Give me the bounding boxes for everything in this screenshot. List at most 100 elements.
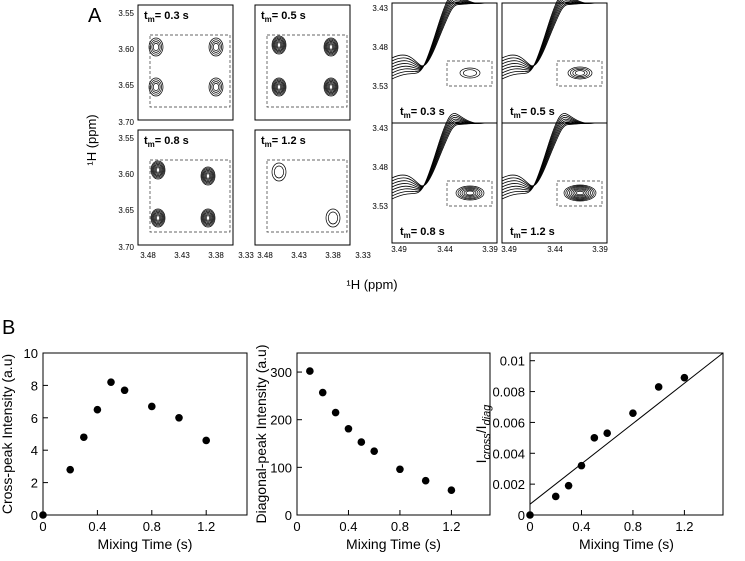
contour	[200, 166, 216, 186]
contour	[150, 79, 162, 95]
contour	[326, 81, 336, 93]
tm-subscript: m	[404, 231, 411, 240]
data-point	[680, 373, 689, 382]
region-box	[446, 180, 493, 207]
diagonal-contour	[501, 2, 583, 67]
label-subscript: diag	[481, 404, 493, 426]
contour	[151, 41, 161, 53]
data-point	[93, 405, 102, 414]
contour	[327, 42, 335, 52]
data-point	[148, 402, 156, 411]
spectrum-frame	[254, 129, 351, 246]
mixing-time-label: tm= 0.5 s	[510, 106, 555, 120]
data-point	[421, 476, 430, 485]
contour	[275, 82, 283, 92]
contour	[201, 209, 215, 227]
contour	[152, 83, 160, 91]
y-tick-label: 3.65	[118, 206, 134, 215]
contour	[568, 187, 592, 199]
contour	[204, 171, 212, 181]
data-point	[654, 383, 663, 391]
contour	[273, 37, 285, 53]
x-axis-label: Mixing Time (s)	[98, 536, 193, 552]
y-tick-label: 0.002	[492, 477, 525, 492]
contour	[205, 173, 211, 179]
x-tick-label: 0	[39, 519, 46, 534]
contour	[151, 81, 161, 93]
contour	[155, 214, 161, 222]
x-tick-label: 3.43	[174, 251, 190, 260]
tm-symbol: t	[510, 106, 514, 118]
contour	[328, 84, 334, 90]
x-axis-label: ¹H (ppm)	[346, 277, 397, 292]
contour	[276, 42, 282, 48]
contour	[211, 41, 221, 53]
diagonal-contour	[501, 121, 587, 188]
contour	[273, 79, 285, 95]
spectrum-frame	[501, 122, 608, 244]
contour	[324, 38, 338, 56]
contour	[150, 39, 162, 55]
diagonal-contour	[391, 0, 483, 74]
contour	[457, 186, 483, 200]
x-tick-label: 0.8	[143, 519, 161, 534]
diagonal-contour	[501, 0, 595, 77]
y-tick-label: 0.008	[492, 385, 525, 400]
y-tick-label: 200	[270, 413, 292, 428]
contour	[271, 162, 287, 182]
y-tick-label: 0	[31, 508, 38, 523]
tm-value: = 0.3 s	[155, 10, 189, 22]
data-point	[107, 378, 115, 386]
x-tick-label: 3.49	[501, 245, 517, 254]
y-tick-label: 2	[31, 476, 38, 491]
x-tick-label: 3.43	[291, 251, 307, 260]
contour	[152, 210, 164, 226]
tm-subscript: m	[404, 111, 411, 120]
mixing-time-label: tm= 1.2 s	[510, 226, 555, 240]
contour	[323, 37, 339, 57]
tm-value: = 0.5 s	[521, 106, 555, 118]
tm-subscript: m	[514, 111, 521, 120]
y-tick-label: 0	[518, 508, 525, 523]
contour	[327, 82, 335, 92]
diagonal-contour	[391, 121, 477, 188]
contour	[272, 36, 286, 54]
diagonal-contour	[391, 2, 475, 67]
y-tick-label: 0	[285, 508, 292, 523]
diagonal-contour	[391, 0, 481, 71]
diagonal-contour	[501, 0, 589, 68]
mixing-time-label: tm= 0.3 s	[400, 106, 445, 120]
data-point	[526, 511, 534, 519]
y-tick-label: 3.43	[372, 124, 388, 133]
data-point	[370, 447, 379, 455]
tm-subscript: m	[148, 140, 155, 149]
y-tick-label: 3.70	[118, 118, 134, 127]
y-tick-label: 3.43	[372, 4, 388, 13]
tm-subscript: m	[148, 15, 155, 24]
spectrum-frame	[501, 2, 608, 124]
data-point	[603, 429, 611, 438]
data-point	[331, 408, 340, 417]
contour	[205, 172, 211, 180]
tm-symbol: t	[144, 135, 148, 147]
x-tick-label: 0.4	[88, 519, 106, 534]
y-tick-label: 3.60	[118, 45, 134, 54]
contour	[328, 43, 334, 51]
data-point	[564, 481, 573, 490]
diagonal-contour	[391, 1, 477, 68]
y-axis-label: Cross-peak Intensity (a.u)	[0, 354, 15, 514]
contour	[323, 77, 339, 97]
mixing-time-label: tm= 0.8 s	[144, 135, 189, 149]
contour	[572, 189, 588, 197]
y-tick-label: 3.60	[118, 170, 134, 179]
data-point	[120, 386, 129, 395]
data-point	[590, 434, 599, 442]
data-point	[66, 465, 74, 474]
y-tick-label: 10	[24, 346, 38, 361]
diagonal-contour	[391, 122, 475, 187]
contour	[150, 208, 166, 228]
y-tick-label: 3.70	[118, 243, 134, 252]
diagonal-contour	[501, 120, 589, 188]
mixing-time-label: tm= 0.5 s	[261, 10, 306, 24]
